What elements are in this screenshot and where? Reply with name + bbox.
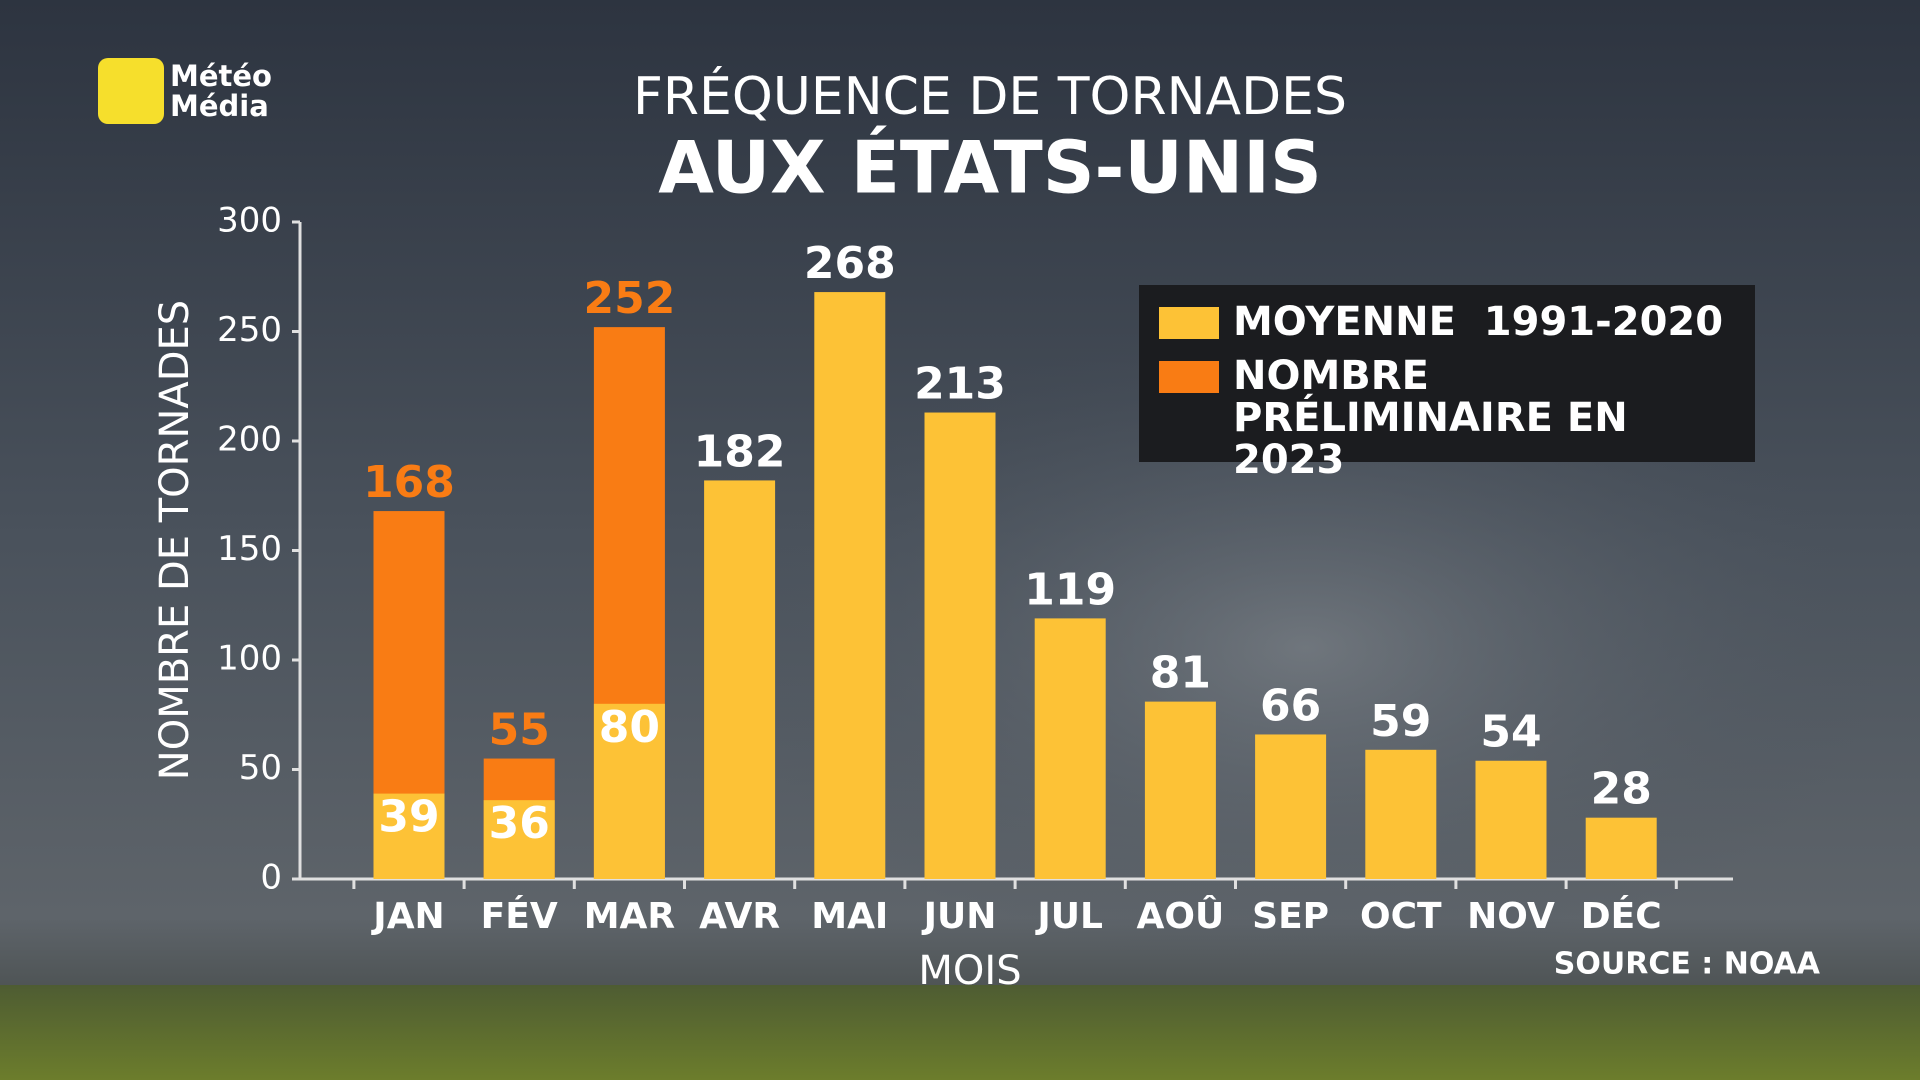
data-label: 81 <box>1150 648 1211 699</box>
y-tick-label: 250 <box>217 310 282 350</box>
x-tick-label: FÉV <box>481 895 558 937</box>
y-tick-label: 300 <box>217 201 282 241</box>
x-axis-label: MOIS <box>918 948 1021 994</box>
y-tick-label: 100 <box>217 639 282 679</box>
y-tick-label: 150 <box>217 529 282 569</box>
legend-item: NOMBRE PRÉLIMINAIRE EN 2023 <box>1159 355 1735 481</box>
x-tick-label: OCT <box>1360 896 1442 937</box>
data-label: 54 <box>1480 707 1541 758</box>
bar <box>1034 618 1106 879</box>
x-tick-label: AVR <box>699 896 780 937</box>
x-tick-label: MAR <box>584 896 675 937</box>
x-tick-label: AOÛ <box>1137 895 1225 937</box>
legend-item: MOYENNE 1991-2020 <box>1159 301 1735 343</box>
bar <box>483 800 555 879</box>
bar <box>814 292 886 880</box>
data-label: 182 <box>694 426 786 477</box>
data-label: 168 <box>363 457 455 508</box>
bar <box>373 793 445 879</box>
x-tick-label: JUL <box>1034 896 1103 937</box>
bar <box>704 480 776 879</box>
bar <box>1365 749 1437 879</box>
legend-swatch <box>1159 361 1219 393</box>
y-tick-label: 200 <box>217 420 282 460</box>
bar <box>924 412 996 879</box>
legend: MOYENNE 1991-2020 NOMBRE PRÉLIMINAIRE EN … <box>1139 285 1755 481</box>
chart-title: FRÉQUENCE DE TORNADES <box>633 66 1347 127</box>
y-tick-label: 0 <box>260 858 282 898</box>
data-label: 119 <box>1024 564 1116 615</box>
data-label: 252 <box>583 273 675 324</box>
logo: Météo Média <box>98 58 280 124</box>
x-tick-label: MAI <box>811 896 888 937</box>
x-tick-label: JUN <box>921 896 997 937</box>
data-label: 28 <box>1591 764 1652 815</box>
legend-label: NOMBRE PRÉLIMINAIRE EN 2023 <box>1233 353 1642 483</box>
data-label: 213 <box>914 359 1006 410</box>
bar <box>1585 817 1657 879</box>
y-tick-label: 50 <box>239 748 282 788</box>
data-label: 55 <box>489 705 550 756</box>
bar <box>593 703 665 879</box>
bar <box>1255 734 1327 879</box>
bar <box>1144 701 1216 879</box>
logo-mark <box>98 58 164 124</box>
source: SOURCE : NOAA <box>1554 947 1821 982</box>
data-label: 80 <box>599 702 660 753</box>
legend-swatch <box>1159 307 1219 339</box>
logo-text: Météo Média <box>170 59 272 123</box>
y-axis-label: NOMBRE DE TORNADES <box>152 300 198 780</box>
x-tick-label: SEP <box>1252 896 1329 937</box>
chart-subtitle: AUX ÉTATS-UNIS <box>658 126 1322 210</box>
legend-label: MOYENNE 1991-2020 <box>1233 299 1724 345</box>
data-label: 66 <box>1260 680 1321 731</box>
background-field <box>0 985 1920 1080</box>
x-tick-label: NOV <box>1467 896 1555 937</box>
data-label: 39 <box>378 792 439 843</box>
x-tick-label: JAN <box>370 896 444 937</box>
x-tick-label: DÉC <box>1581 895 1662 937</box>
bar <box>1475 760 1547 879</box>
data-label: 59 <box>1370 696 1431 747</box>
data-label: 268 <box>804 238 896 289</box>
data-label: 36 <box>489 798 550 849</box>
